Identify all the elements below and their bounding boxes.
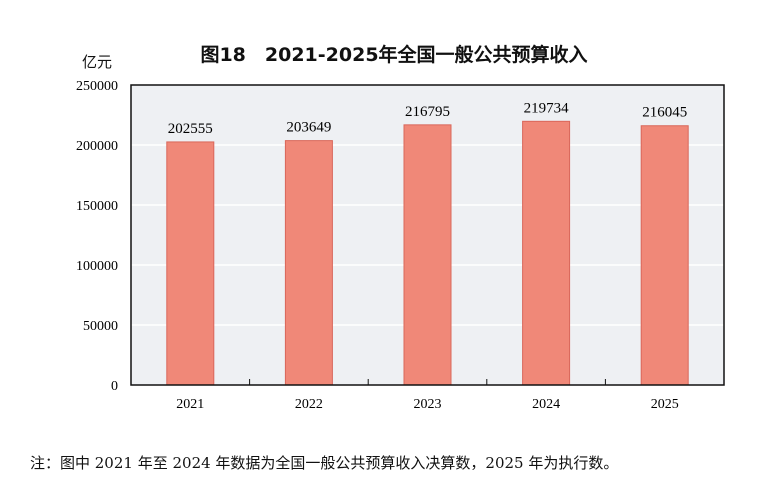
data-label: 202555: [168, 121, 213, 137]
y-tick-label: 0: [111, 379, 118, 394]
bar-2021: [166, 141, 215, 386]
x-tick-label: 2022: [295, 397, 323, 412]
y-tick-label: 50000: [83, 319, 118, 334]
bar-2024: [522, 120, 571, 386]
y-tick-label: 150000: [76, 199, 118, 214]
data-label: 216045: [642, 105, 687, 121]
chart-title: 图18 2021-2025年全国一般公共预算收入: [200, 44, 588, 66]
bar-2025: [640, 125, 689, 386]
y-tick-label: 200000: [76, 139, 118, 154]
x-tick-label: 2023: [414, 397, 442, 412]
y-tick-label: 100000: [76, 259, 118, 274]
x-tick-label: 2024: [532, 397, 560, 412]
y-axis-unit-label: 亿元: [82, 53, 113, 71]
chart-footnote: 注：图中 2021 年至 2024 年数据为全国一般公共预算收入决算数，2025…: [30, 454, 619, 472]
data-label: 216795: [405, 104, 450, 120]
x-tick-label: 2025: [651, 397, 679, 412]
plot-border: [130, 84, 725, 386]
bar-2022: [284, 140, 333, 386]
x-tick-label: 2021: [176, 397, 204, 412]
bar-2023: [403, 124, 452, 386]
y-tick-label: 250000: [76, 79, 118, 94]
data-label: 203649: [286, 120, 331, 136]
data-label: 219734: [524, 100, 570, 116]
